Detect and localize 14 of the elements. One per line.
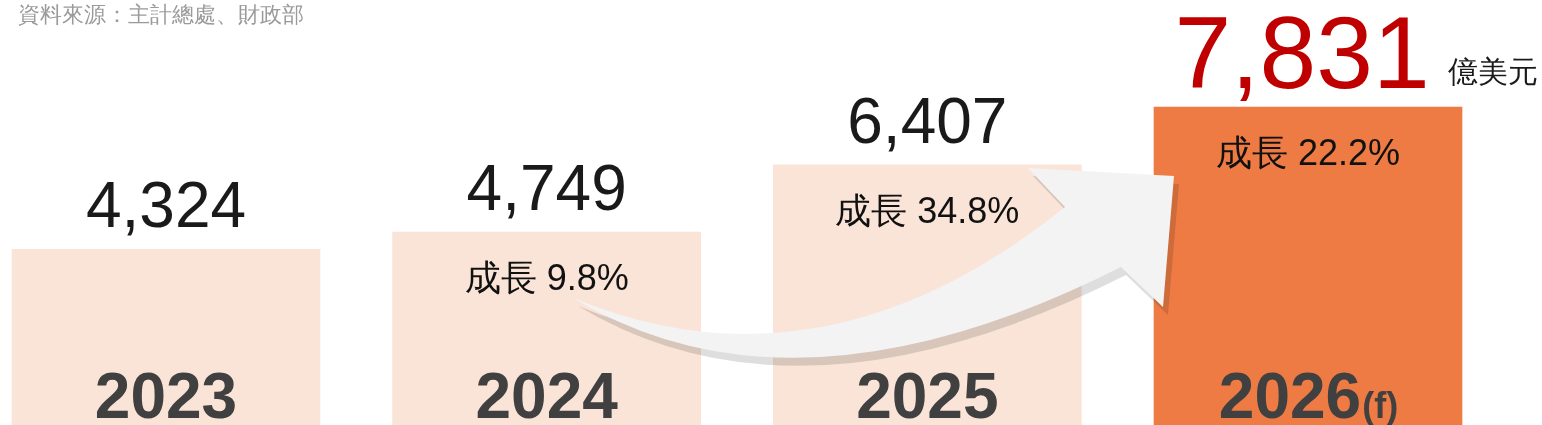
x-tick-label: 2023: [94, 360, 238, 425]
x-tick-label: 2026(f): [1218, 360, 1399, 425]
data-label: 7,831: [1174, 0, 1430, 110]
x-tick-label: 2025: [856, 360, 999, 425]
annotation: 成長 34.8%: [835, 189, 1020, 231]
y-axis-title: 億美元: [1447, 55, 1538, 88]
annotation: 成長 22.2%: [1215, 132, 1401, 173]
source-note: 資料來源：主計總處、財政部: [18, 2, 304, 27]
data-label: 4,324: [85, 169, 247, 242]
data-label: 6,407: [847, 84, 1008, 157]
data-label: 4,749: [466, 152, 627, 225]
bar: [11, 249, 321, 425]
annotation: 成長 9.8%: [464, 257, 629, 299]
x-tick-label: 2024: [475, 360, 619, 425]
